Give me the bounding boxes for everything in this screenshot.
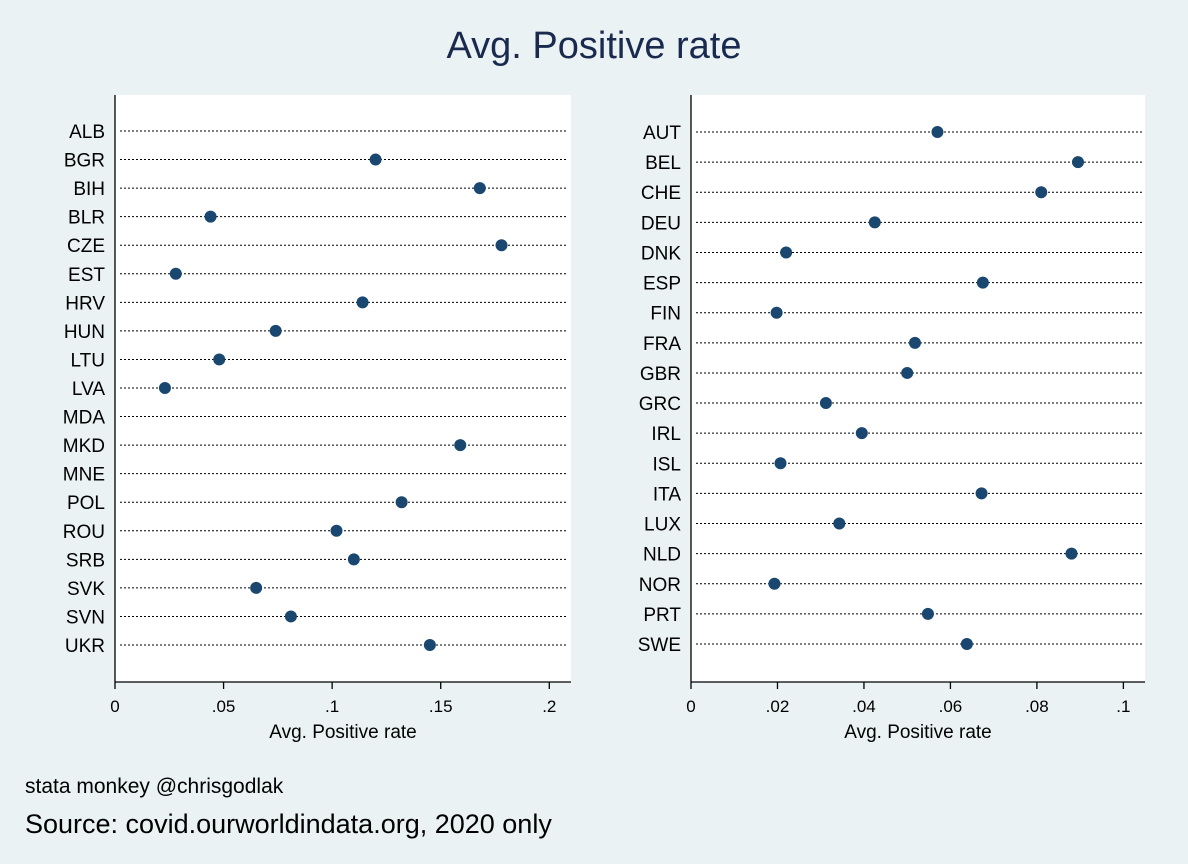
data-point-nor (768, 577, 781, 590)
category-label-svn: SVN (66, 607, 105, 628)
data-point-cze (495, 239, 508, 252)
data-point-svk (250, 581, 263, 594)
credit-note: stata monkey @chrisgodlak (25, 775, 284, 798)
x-tick-label: .2 (542, 697, 556, 716)
data-point-lux (833, 517, 846, 530)
category-label-ita: ITA (653, 484, 681, 505)
data-point-ltu (213, 353, 226, 366)
category-label-grc: GRC (639, 394, 681, 415)
category-label-esp: ESP (643, 274, 681, 295)
category-label-che: CHE (641, 183, 681, 204)
category-label-fra: FRA (643, 334, 681, 355)
category-label-alb: ALB (69, 122, 105, 143)
category-label-nld: NLD (643, 545, 681, 566)
data-point-pol (395, 496, 408, 509)
data-point-est (169, 267, 182, 280)
x-tick-label: .02 (766, 697, 790, 716)
category-label-rou: ROU (63, 522, 105, 543)
category-label-fin: FIN (650, 304, 681, 325)
data-point-rou (330, 524, 343, 537)
data-point-isl (774, 457, 787, 470)
category-label-blr: BLR (68, 208, 105, 229)
category-label-hrv: HRV (65, 293, 105, 314)
data-point-svn (284, 610, 297, 623)
data-point-hrv (356, 296, 369, 309)
x-tick-label: .08 (1025, 697, 1049, 716)
x-tick-label: 0 (110, 697, 119, 716)
category-label-nor: NOR (639, 575, 681, 596)
data-point-che (1035, 186, 1048, 199)
category-label-est: EST (68, 265, 105, 286)
data-point-lva (158, 382, 171, 394)
data-point-esp (976, 276, 989, 289)
data-point-aut (931, 126, 944, 138)
category-label-pol: POL (67, 493, 105, 514)
data-point-ita (975, 487, 988, 500)
right-panel: AUT BEL CHE DEU DNK ESP FIN FRA GBR GRC IRL ISL ITA L… (638, 95, 1145, 743)
source-note: Source: covid.ourworldindata.org, 2020 o… (25, 809, 552, 839)
category-label-ltu: LTU (71, 350, 105, 371)
category-label-cze: CZE (67, 236, 105, 257)
data-point-nld (1065, 547, 1078, 560)
category-label-mne: MNE (63, 465, 105, 486)
data-point-prt (921, 607, 934, 620)
category-label-bel: BEL (645, 153, 681, 174)
x-tick-label: 0 (686, 697, 695, 716)
category-label-ukr: UKR (65, 636, 105, 657)
category-label-swe: SWE (638, 635, 681, 656)
data-point-deu (868, 216, 881, 229)
x-axis-title: Avg. Positive rate (844, 722, 992, 743)
plot-area (115, 95, 571, 682)
data-point-blr (204, 210, 217, 223)
x-tick-label: .1 (325, 697, 339, 716)
left-panel: ALB BGR BIH BLR CZE EST HRV HUN LTU LVA MDA MKD MNE P… (63, 95, 571, 743)
category-label-deu: DEU (641, 213, 681, 234)
x-tick-label: .04 (852, 697, 876, 716)
data-point-grc (819, 397, 832, 410)
data-point-srb (347, 553, 360, 566)
data-point-fin (770, 306, 783, 319)
category-label-hun: HUN (64, 322, 105, 343)
data-point-swe (960, 638, 973, 650)
data-point-dnk (780, 246, 793, 259)
category-label-aut: AUT (643, 123, 681, 144)
x-tick-label: .06 (939, 697, 963, 716)
category-label-mda: MDA (63, 408, 106, 429)
category-label-srb: SRB (66, 550, 105, 571)
data-point-bel (1071, 156, 1084, 169)
category-label-irl: IRL (651, 424, 681, 445)
category-label-lux: LUX (644, 515, 681, 536)
data-point-mkd (454, 439, 467, 452)
category-label-bih: BIH (73, 179, 105, 200)
chart-title: Avg. Positive rate (446, 25, 741, 67)
data-point-bgr (369, 153, 382, 166)
plot-area (691, 95, 1145, 682)
category-label-bgr: BGR (64, 151, 105, 172)
category-label-lva: LVA (72, 379, 105, 400)
x-axis-title: Avg. Positive rate (269, 722, 417, 743)
category-label-isl: ISL (652, 454, 681, 475)
category-label-prt: PRT (643, 605, 681, 626)
category-label-svk: SVK (67, 579, 105, 600)
data-point-gbr (901, 366, 914, 379)
x-tick-label: .05 (212, 697, 236, 716)
data-point-irl (855, 427, 868, 440)
data-point-fra (908, 336, 921, 349)
category-label-dnk: DNK (641, 243, 681, 264)
category-label-mkd: MKD (63, 436, 105, 457)
data-point-hun (269, 324, 282, 337)
data-point-bih (473, 182, 486, 195)
x-tick-label: .1 (1116, 697, 1130, 716)
category-label-gbr: GBR (640, 364, 681, 385)
data-point-ukr (423, 639, 436, 651)
x-tick-label: .15 (429, 697, 453, 716)
